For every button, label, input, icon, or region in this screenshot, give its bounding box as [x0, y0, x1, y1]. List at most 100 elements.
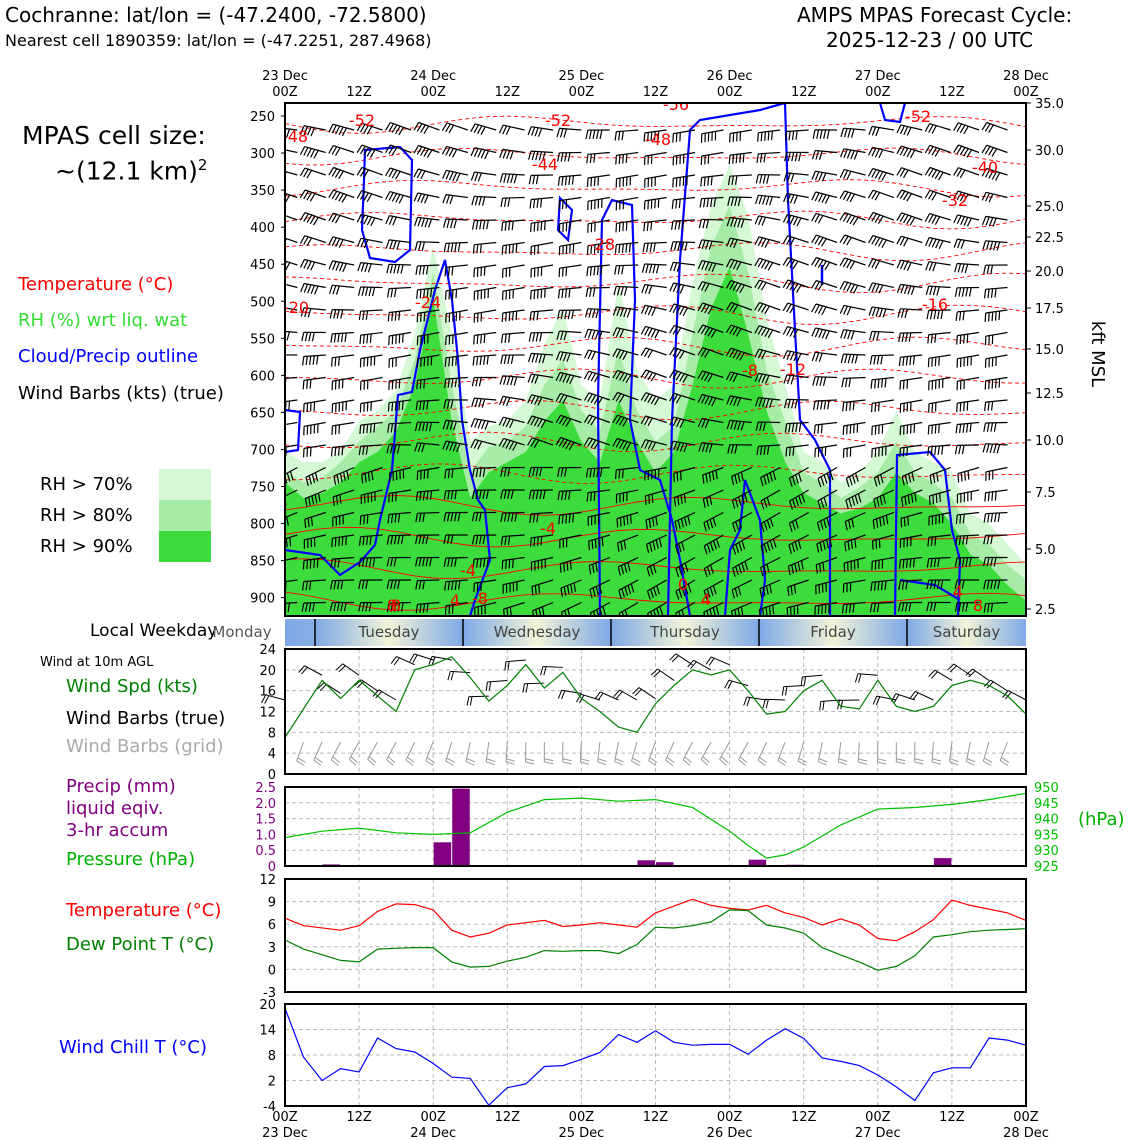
- wind-barb: [542, 489, 546, 500]
- wind-barb: [587, 219, 610, 225]
- wind-barb: [535, 175, 539, 185]
- wind-barb: [822, 376, 827, 386]
- wind-barb: [811, 327, 817, 337]
- wind-barb: [675, 590, 680, 600]
- wind-barb: [555, 437, 562, 446]
- pressure-level-tick: 700: [250, 443, 275, 458]
- wind-barb: [473, 148, 479, 157]
- wind-barb: [594, 330, 600, 340]
- wind-barb: [414, 422, 418, 432]
- wind-barb: [392, 216, 397, 226]
- wind-barb: [281, 498, 283, 507]
- wind-barb: [449, 195, 454, 205]
- wind-barb: [504, 333, 507, 343]
- wind-barb: [499, 173, 504, 183]
- wind-barb: [527, 415, 533, 425]
- wind-barb: [275, 192, 280, 200]
- wind-barb: [818, 353, 823, 362]
- wind-barb: [896, 124, 902, 134]
- wind-barb: [473, 268, 475, 278]
- wind-barb: [703, 568, 708, 578]
- wind-barb: [365, 557, 369, 567]
- wind-barb: [766, 174, 770, 184]
- bottom-date-label: 25 Dec: [558, 1126, 604, 1140]
- wind-barb: [839, 212, 846, 221]
- wind-barb: [393, 602, 397, 612]
- wind-barb: [587, 196, 610, 202]
- wind-barb: [646, 590, 651, 600]
- wind-barb: [715, 605, 720, 615]
- wind-barb: [501, 245, 504, 255]
- wind-barb: [446, 534, 450, 544]
- wind-barb: [956, 215, 962, 225]
- wind-barb: [619, 350, 625, 359]
- wind-barb: [618, 244, 621, 254]
- wind-barb: [335, 238, 341, 247]
- wind-barb: [311, 495, 315, 505]
- wind-barb: [811, 150, 816, 160]
- wind-barb: [336, 474, 340, 484]
- wind-barb: [953, 122, 959, 131]
- wind-barb: [502, 395, 525, 401]
- grid-wind-barb: [614, 761, 624, 766]
- wind-barb: [623, 516, 626, 526]
- wind-barb: [416, 146, 423, 155]
- wind-barb: [735, 154, 738, 164]
- wind-barb: [782, 279, 789, 289]
- wind-barb: [562, 352, 568, 362]
- wind-barb: [697, 370, 704, 379]
- grid-wind-barb: [966, 758, 976, 763]
- wind-barb: [737, 473, 741, 483]
- wind-barb: [673, 282, 696, 289]
- temperature-contour-label: -48: [282, 127, 308, 146]
- wind-barb: [990, 580, 994, 590]
- wind-barb: [539, 490, 543, 500]
- wind-barb: [901, 476, 905, 486]
- wind-barb: [936, 472, 939, 482]
- wind-barb: [875, 127, 880, 137]
- wind-barb: [849, 215, 856, 225]
- wind-barb: [712, 607, 716, 616]
- wind-barb: [846, 237, 852, 246]
- wind-barb: [624, 609, 628, 616]
- wind-barb: [509, 150, 514, 160]
- wind-barb: [285, 399, 298, 403]
- wind-barb: [901, 332, 905, 343]
- wind-barb: [331, 124, 337, 134]
- wind-barb: [754, 236, 760, 246]
- pressure-tick-label: 935: [1034, 828, 1059, 843]
- wind-barb: [328, 189, 335, 199]
- wind-barb: [821, 329, 827, 339]
- wind-barb: [388, 216, 394, 225]
- wind-barb: [701, 240, 706, 250]
- wind-barb: [732, 304, 739, 313]
- wind-barb: [485, 489, 489, 500]
- wind-barb: [759, 174, 763, 184]
- wind-barb: [391, 402, 394, 412]
- wind-barb: [964, 471, 966, 481]
- wind-barb: [413, 145, 420, 154]
- wind-barb: [644, 495, 647, 505]
- wind-barb: [985, 443, 1008, 446]
- wind-barb: [653, 609, 657, 616]
- wind-barb: [709, 495, 713, 506]
- wind-barb: [867, 168, 874, 177]
- wind-barb: [279, 193, 284, 201]
- wind-barb: [956, 168, 963, 177]
- wind-barb: [475, 468, 479, 478]
- wind-barb: [873, 355, 876, 365]
- wind-barb: [673, 466, 696, 474]
- wind-barb: [932, 494, 935, 505]
- wind-barb: [935, 493, 938, 504]
- wind-barb: [560, 611, 564, 616]
- wind-barb: [387, 288, 390, 298]
- wind-barb: [794, 152, 798, 162]
- wind-barb: [285, 330, 298, 334]
- wind-barb: [730, 324, 753, 334]
- wind-barb: [474, 219, 497, 222]
- wind-barb: [904, 475, 908, 485]
- wind-barb: [868, 306, 873, 316]
- wind-barb: [726, 237, 731, 247]
- wind-barb: [597, 397, 603, 406]
- wind-barb: [955, 514, 958, 525]
